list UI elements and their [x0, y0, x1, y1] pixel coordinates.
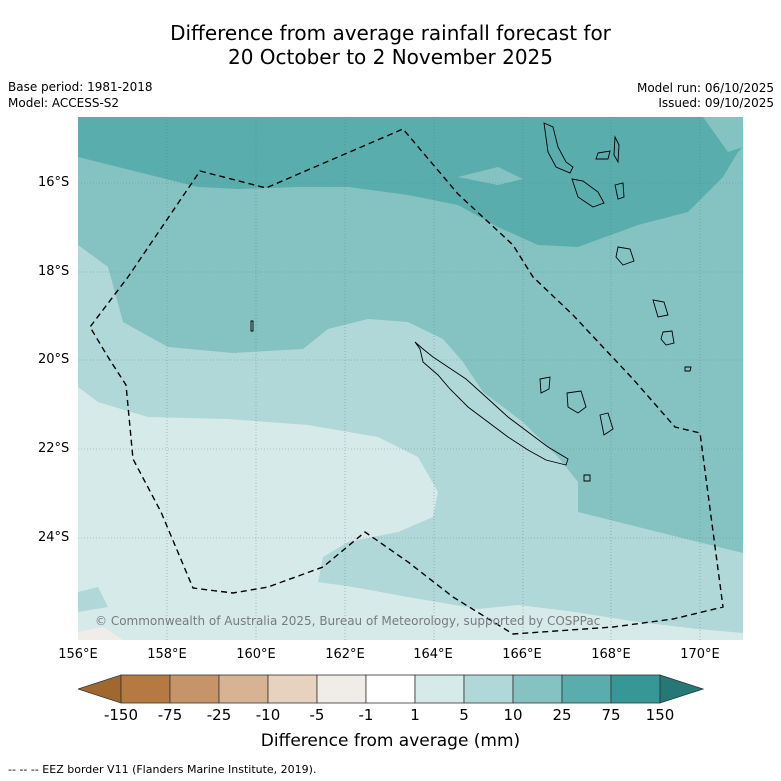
- colorbar-cell: [512, 674, 563, 704]
- lat-label-18s: 18°S: [38, 264, 70, 279]
- base-period: Base period: 1981-2018: [8, 80, 153, 94]
- colorbar-tick-label: -75: [157, 706, 183, 724]
- colorbar-cell: [463, 674, 514, 704]
- band-1-5: [78, 387, 743, 640]
- colorbar-extend-high: [659, 674, 704, 704]
- lat-label-16s: 16°S: [38, 175, 70, 190]
- vanuatu-island: [543, 122, 574, 174]
- colorbar-extend-low: [78, 674, 122, 704]
- lon-label-170e: 170°E: [680, 647, 720, 662]
- colorbar-tick-label: -5: [309, 706, 325, 724]
- colorbar-title: Difference from average (mm): [260, 731, 521, 751]
- model-name: Model: ACCESS-S2: [8, 96, 120, 110]
- rainfall-map: [78, 117, 743, 640]
- copyright-notice: © Commonwealth of Australia 2025, Bureau…: [95, 614, 601, 628]
- colorbar-tick-label: 10: [503, 706, 523, 724]
- lon-label-156e: 156°E: [58, 647, 98, 662]
- islands: [250, 122, 692, 482]
- map-canvas: [78, 117, 743, 640]
- lon-label-166e: 166°E: [502, 647, 542, 662]
- colorbar-cell: [218, 674, 269, 704]
- new-caledonia-island: [414, 341, 569, 466]
- colorbar-cell: [365, 674, 416, 704]
- colorbar-cell: [169, 674, 220, 704]
- band-minus1-1: [78, 627, 123, 640]
- colorbar-tick-label: -150: [103, 706, 139, 724]
- lon-label-164e: 164°E: [413, 647, 453, 662]
- colorbar-tick-label: -1: [358, 706, 374, 724]
- band-25-75: [78, 117, 743, 247]
- chart-title-line1: Difference from average rainfall forecas…: [170, 21, 611, 45]
- lat-label-24s: 24°S: [38, 530, 70, 545]
- colorbar-cell: [414, 674, 465, 704]
- colorbar-tick-label: -25: [206, 706, 232, 724]
- issued-date: Issued: 09/10/2025: [658, 96, 774, 110]
- colorbar-cell: [267, 674, 318, 704]
- grid-lines: [78, 117, 743, 640]
- colorbar-tick-label: 25: [552, 706, 572, 724]
- eez-border: [89, 128, 724, 635]
- colorbar-cell: [316, 674, 367, 704]
- colorbar: [78, 674, 704, 704]
- colorbar-tick-label: 75: [601, 706, 621, 724]
- colorbar-tick-label: 1: [410, 706, 420, 724]
- lat-label-20s: 20°S: [38, 352, 70, 367]
- lon-label-162e: 162°E: [325, 647, 365, 662]
- eez-legend-note: -- -- -- EEZ border V11 (Flanders Marine…: [8, 763, 317, 776]
- lon-label-168e: 168°E: [591, 647, 631, 662]
- colorbar-tick-label: -10: [255, 706, 281, 724]
- colorbar-tick-label: 5: [459, 706, 469, 724]
- lon-label-158e: 158°E: [147, 647, 187, 662]
- lon-label-160e: 160°E: [236, 647, 276, 662]
- lat-label-22s: 22°S: [38, 441, 70, 456]
- colorbar-tick-label: 150: [645, 706, 675, 724]
- colorbar-cell: [610, 674, 661, 704]
- model-run: Model run: 06/10/2025: [636, 81, 774, 95]
- colorbar-cell: [120, 674, 171, 704]
- colorbar-cell: [561, 674, 612, 704]
- chart-title-line2: 20 October to 2 November 2025: [227, 45, 554, 69]
